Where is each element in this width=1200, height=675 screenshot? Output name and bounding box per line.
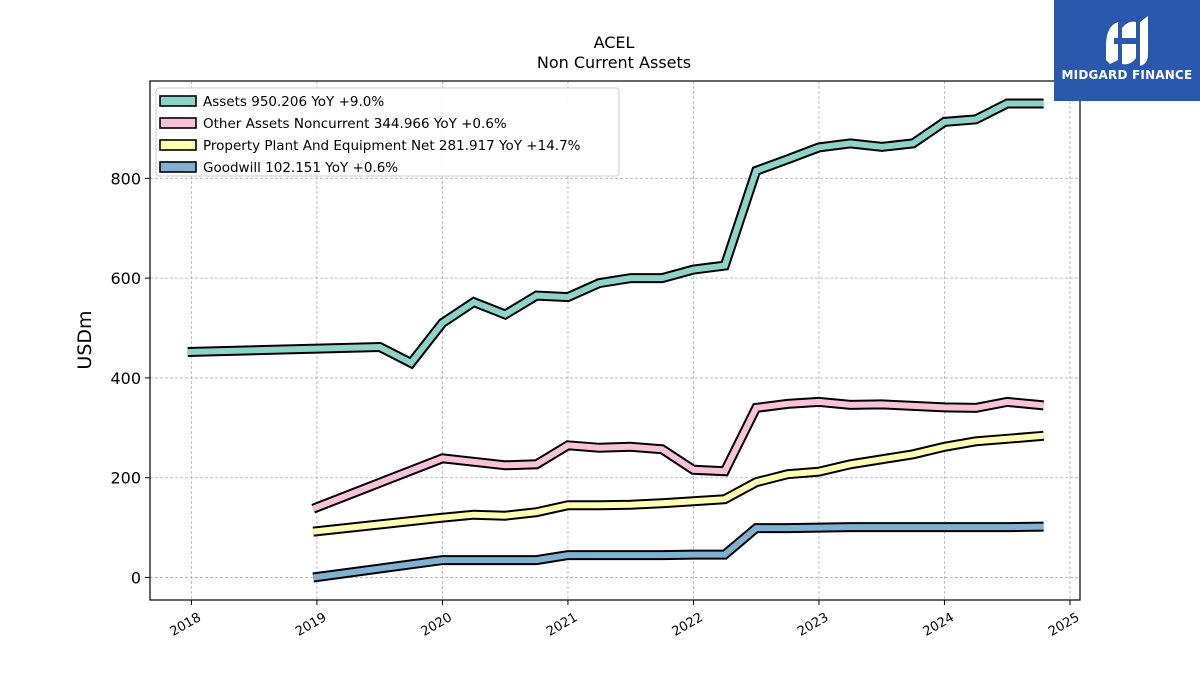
legend-box — [155, 87, 620, 177]
legend-entry: Property Plant And Equipment Net 281.917… — [203, 138, 581, 154]
x-tick-label: 2021 — [544, 610, 580, 640]
logo-mark-icon — [1106, 16, 1148, 66]
legend: Assets 950.206 YoY +9.0% Other Assets Non… — [155, 87, 620, 177]
legend-entry: Goodwill 102.151 YoY +0.6% — [203, 160, 398, 176]
legend-entry: Other Assets Noncurrent 344.966 YoY +0.6… — [203, 116, 507, 132]
series-line — [312, 432, 1044, 535]
series-line — [312, 398, 1044, 512]
series-0 — [187, 98, 1044, 370]
x-tick-label: 2020 — [419, 610, 455, 640]
plot-frame — [149, 80, 1081, 601]
x-tick-label: 2025 — [1046, 610, 1082, 640]
x-tick-label: 2019 — [293, 610, 329, 640]
x-tick-label: 2024 — [921, 610, 957, 640]
logo-text: MIDGARD FINANCE — [1061, 68, 1193, 82]
chart-subtitle: Non Current Assets — [537, 53, 691, 72]
series-line — [312, 523, 1044, 581]
series-line-outline — [311, 396, 1045, 514]
x-tick-label: 2022 — [670, 610, 706, 640]
y-tick-label: 400 — [110, 369, 141, 388]
y-tick-label: 0 — [131, 569, 141, 588]
y-tick-label: 200 — [110, 469, 141, 488]
brand-logo: MIDGARD FINANCE — [1054, 0, 1200, 101]
series-1 — [311, 396, 1045, 514]
y-tick-label: 800 — [110, 169, 141, 188]
legend-swatch — [159, 95, 197, 107]
y-axis-label: USDm — [74, 310, 96, 369]
y-tick-label: 600 — [110, 269, 141, 288]
series-layer — [187, 98, 1045, 583]
legend-entry: Assets 950.206 YoY +9.0% — [203, 94, 384, 110]
x-tick-label: 2023 — [795, 610, 831, 640]
series-3 — [312, 521, 1044, 583]
chart-title: ACEL — [594, 33, 635, 52]
series-2 — [312, 430, 1045, 537]
x-tick-label: 2018 — [168, 610, 204, 640]
legend-swatch — [159, 139, 197, 151]
legend-swatch — [159, 161, 197, 173]
series-line — [187, 100, 1044, 367]
legend-swatch — [159, 117, 197, 129]
